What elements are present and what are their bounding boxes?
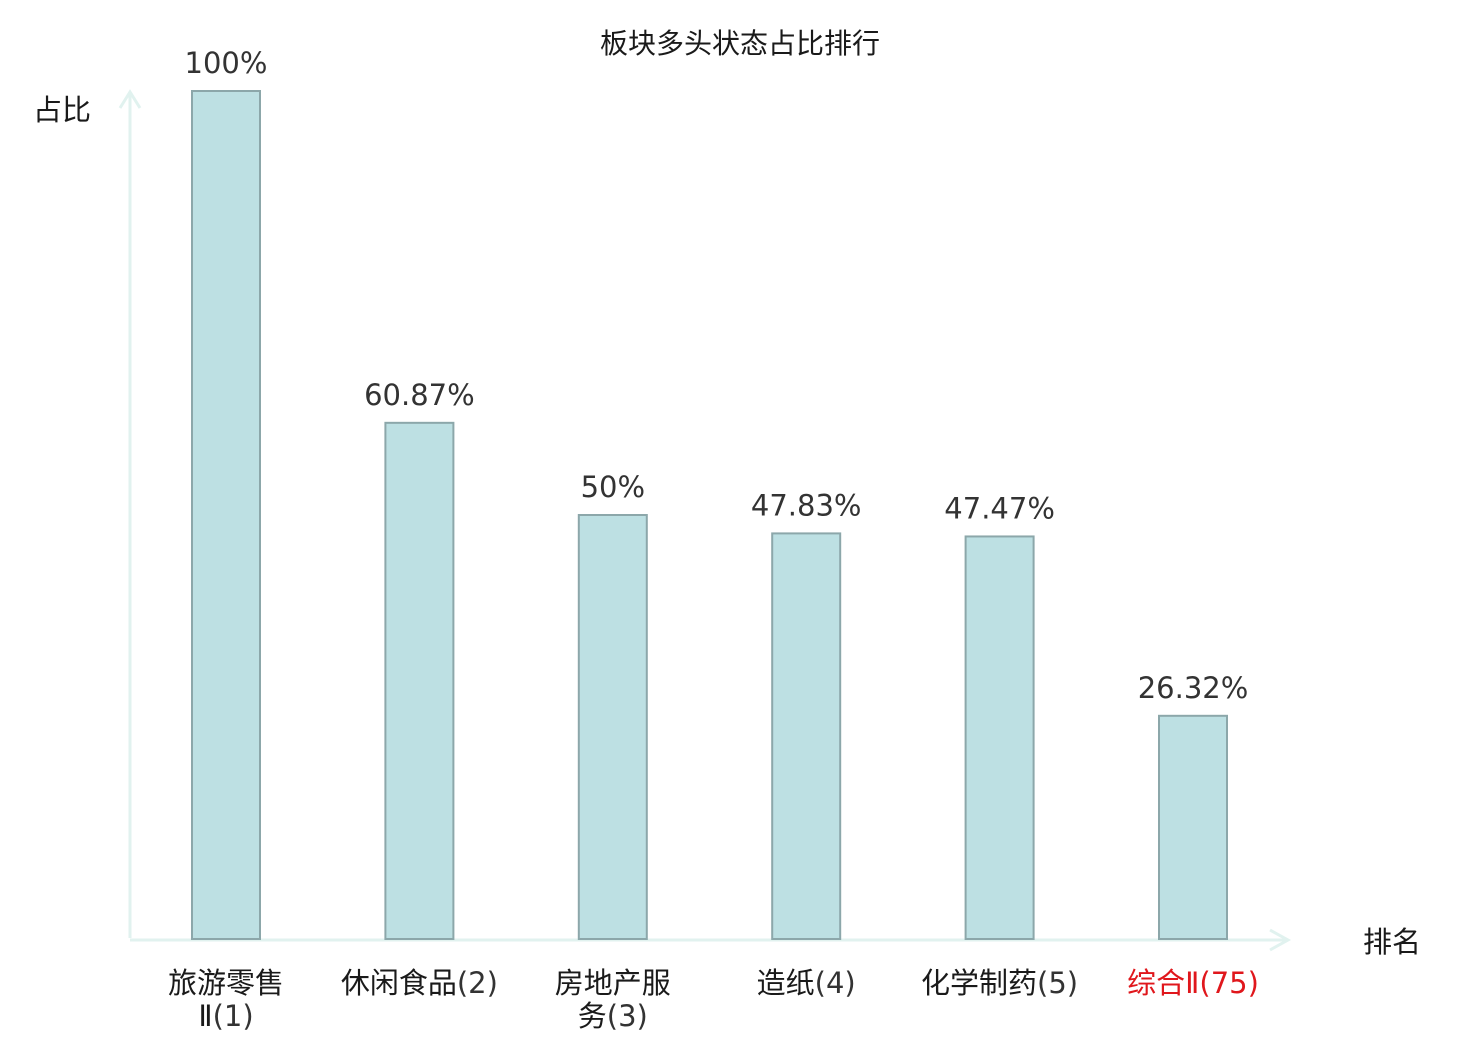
bar-value-label: 47.83% — [751, 488, 862, 522]
axes — [118, 89, 1292, 952]
category-name-line1: 旅游零售 — [168, 966, 284, 1000]
category-rank: (5) — [1037, 966, 1078, 1000]
bar-value-label: 26.32% — [1138, 671, 1249, 705]
category-rank: (3) — [607, 999, 648, 1033]
bars — [191, 90, 1228, 940]
category-label: 综合Ⅱ(75) — [1127, 966, 1259, 1000]
y-axis-arrow-icon — [118, 89, 142, 109]
category-name-line2: Ⅱ — [198, 999, 212, 1033]
chart-title: 板块多头状态占比排行 — [600, 27, 880, 60]
category-labels: 旅游零售 Ⅱ(1) 休闲食品(2) 房地产服务(3) 造纸(4) 化学制药(5) 综合Ⅱ(7… — [168, 966, 1259, 1033]
category-name-line1: 房地产服 — [555, 966, 671, 1000]
category-label: 造纸(4) — [757, 966, 856, 1000]
bar — [771, 532, 842, 940]
x-axis-arrow-icon — [1269, 928, 1292, 952]
category-label: 房地产服务(3) — [555, 966, 671, 1033]
bar-value-label: 47.47% — [944, 491, 1055, 525]
category-name: 造纸 — [757, 966, 815, 1000]
value-labels: 100% 60.87% 50% 47.83% 47.47% 26.32% — [185, 46, 1249, 705]
category-label: 休闲食品(2) — [341, 966, 498, 1000]
bar — [384, 421, 455, 940]
category-rank: (2) — [457, 966, 498, 1000]
bar-value-label: 100% — [185, 46, 268, 80]
category-label: 旅游零售 Ⅱ(1) — [168, 966, 284, 1033]
bar-value-label: 60.87% — [364, 378, 475, 412]
bar — [1158, 714, 1228, 940]
category-name-line2: 务 — [578, 999, 607, 1033]
category-rank: (4) — [815, 966, 856, 1000]
category-name: 化学制药 — [921, 966, 1037, 1000]
category-rank: (1) — [213, 999, 254, 1033]
x-axis-label: 排名 — [1363, 925, 1421, 959]
category-label: 化学制药(5) — [921, 966, 1078, 1000]
y-axis-label: 占比 — [33, 93, 91, 127]
bar — [191, 90, 261, 940]
bar-value-label: 50% — [581, 470, 645, 504]
category-name: 综合Ⅱ — [1127, 966, 1199, 1000]
category-name: 休闲食品 — [341, 966, 457, 1000]
category-rank: (75) — [1199, 966, 1259, 1000]
bar — [577, 514, 648, 940]
bar — [964, 535, 1035, 940]
